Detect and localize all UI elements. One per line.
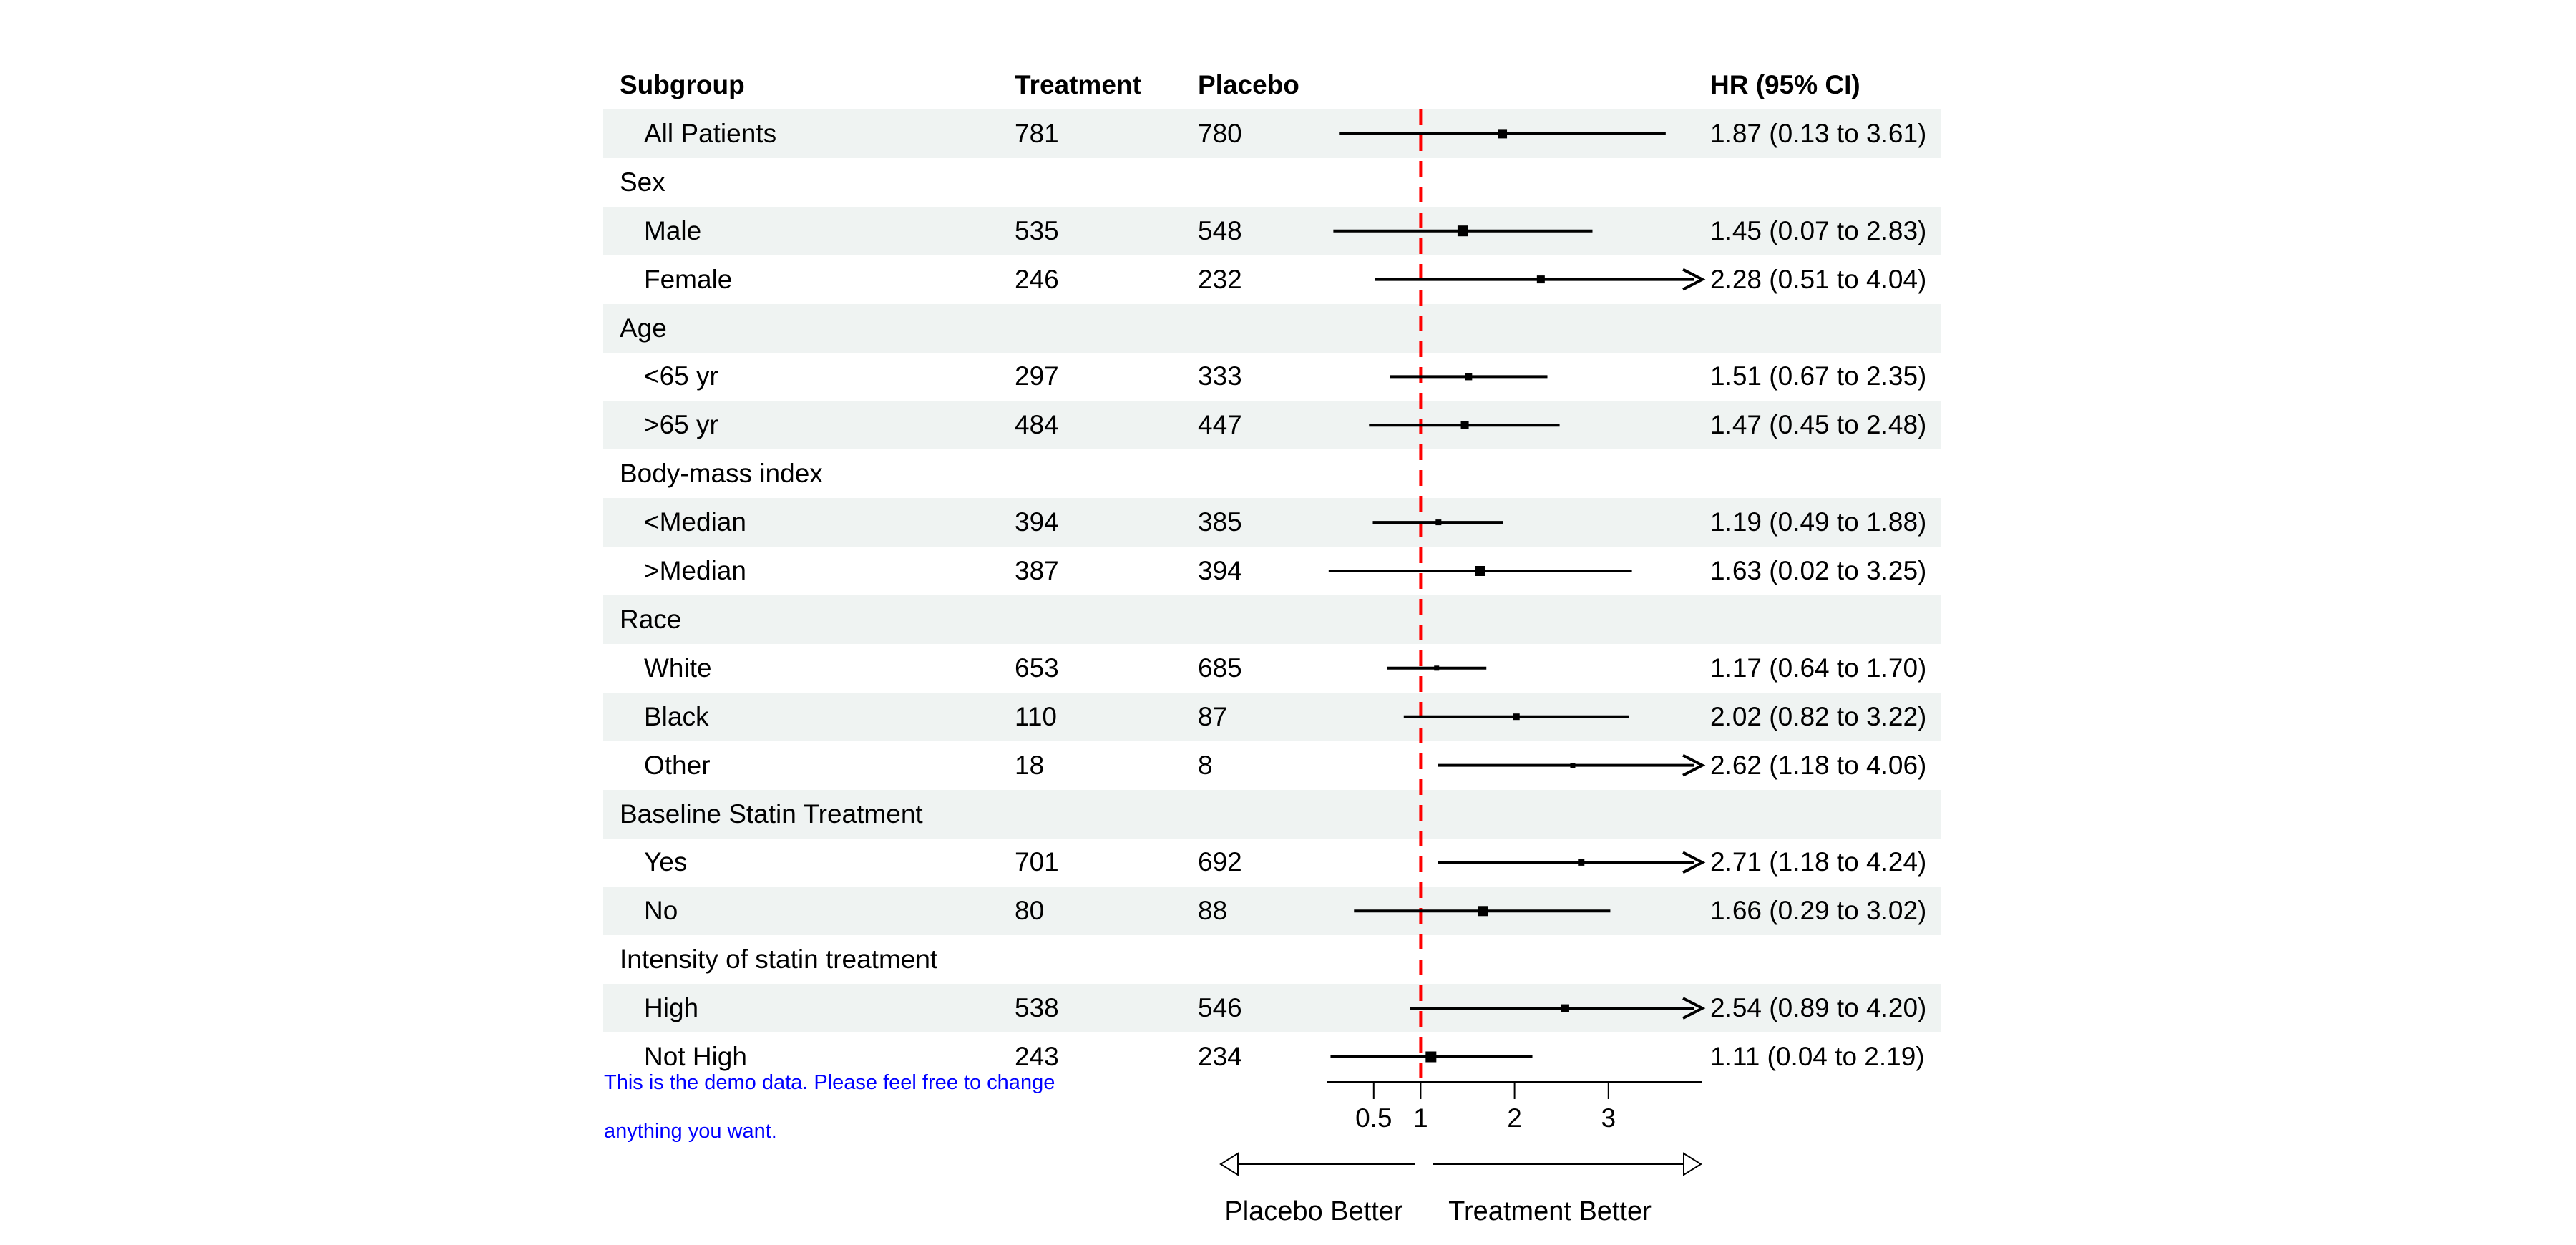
treatment-n: 297 [1015,361,1059,391]
table-row: Male 535 548 1.45 (0.07 to 2.83) [603,206,1941,255]
subgroup-label: <Median [644,507,746,537]
column-header-placebo: Placebo [1198,70,1299,99]
subgroup-label: Female [644,264,733,294]
subgroup-label: <65 yr [644,361,718,391]
placebo-n: 780 [1198,118,1242,148]
placebo-n: 232 [1198,264,1242,294]
treatment-n: 535 [1015,215,1059,245]
treatment-n: 653 [1015,653,1059,683]
hr-ci-text: 1.11 (0.04 to 2.19) [1710,1042,1925,1071]
section-row: Age [603,303,1941,353]
hr-ci-text: 1.66 (0.29 to 3.02) [1710,896,1927,926]
placebo-n: 333 [1198,361,1242,391]
hr-ci-text: 2.71 (1.18 to 4.24) [1710,847,1927,877]
column-header-subgroup: Subgroup [620,70,745,99]
treatment-n: 18 [1015,750,1045,780]
subgroup-label: >65 yr [644,410,718,440]
treatment-n: 246 [1015,264,1059,294]
treatment-n: 387 [1015,556,1059,585]
hr-ci-text: 1.45 (0.07 to 2.83) [1710,215,1927,245]
column-header-hr: HR (95% CI) [1710,70,1860,99]
note-line-2: anything you want. [604,1120,777,1143]
placebo-n: 87 [1198,701,1228,731]
placebo-n: 685 [1198,653,1242,683]
table-row: Yes 701 692 2.71 (1.18 to 4.24) [603,838,1941,887]
table-row: No 80 88 1.66 (0.29 to 3.02) [603,887,1941,936]
subgroup-label: Male [644,215,702,245]
treatment-n: 243 [1015,1042,1059,1071]
treatment-n: 394 [1015,507,1059,537]
placebo-n: 88 [1198,896,1228,926]
treatment-better-label: Treatment Better [1448,1196,1652,1226]
table-row: <65 yr 297 333 1.51 (0.67 to 2.35) [603,352,1941,401]
subgroup-label: Black [644,701,709,731]
section-row: Intensity of statin treatment [603,935,1941,984]
table-row: Other 18 8 2.62 (1.18 to 4.06) [603,741,1941,790]
treatment-n: 538 [1015,993,1059,1023]
section-row: Race [603,595,1941,644]
hr-ci-text: 1.19 (0.49 to 1.88) [1710,507,1927,537]
hr-ci-text: 2.28 (0.51 to 4.04) [1710,264,1927,294]
subgroup-label: >Median [644,556,746,585]
hr-ci-text: 2.54 (0.89 to 4.20) [1710,993,1927,1023]
subgroup-label: High [644,993,699,1023]
treatment-n: 781 [1015,118,1059,148]
table-row: Female 246 232 2.28 (0.51 to 4.04) [603,255,1941,304]
placebo-n: 546 [1198,993,1242,1023]
placebo-n: 692 [1198,847,1242,877]
subgroup-label: Yes [644,847,688,877]
x-axis-tick-label: 0.5 [1355,1103,1392,1133]
hr-ci-text: 1.47 (0.45 to 2.48) [1710,410,1927,440]
section-row: Sex [603,158,1941,207]
treatment-n: 701 [1015,847,1059,877]
hr-ci-text: 1.87 (0.13 to 3.61) [1710,118,1927,148]
subgroup-section-label: Race [620,604,682,634]
subgroup-label: No [644,896,678,926]
table-header-row: Subgroup Treatment Placebo HR (95% CI) [603,61,1941,109]
table-row: <Median 394 385 1.19 (0.49 to 1.88) [603,498,1941,547]
hr-ci-text: 1.17 (0.64 to 1.70) [1710,653,1927,683]
treatment-n: 80 [1015,896,1045,926]
hr-ci-text: 1.51 (0.67 to 2.35) [1710,361,1927,391]
subgroup-label: Other [644,750,711,780]
table-row: White 653 685 1.17 (0.64 to 1.70) [603,644,1941,693]
placebo-n: 548 [1198,215,1242,245]
right-arrowhead-icon [1683,1152,1702,1176]
column-header-treatment: Treatment [1015,70,1141,99]
hr-ci-text: 2.62 (1.18 to 4.06) [1710,750,1927,780]
left-arrowhead-icon [1219,1152,1239,1176]
table-row: Not High 243 234 1.11 (0.04 to 2.19) [603,1032,1941,1081]
section-row: Baseline Statin Treatment [603,789,1941,839]
hr-ci-text: 1.63 (0.02 to 3.25) [1710,556,1927,585]
placebo-n: 8 [1198,750,1213,780]
placebo-n: 394 [1198,556,1242,585]
subgroup-section-label: Baseline Statin Treatment [620,799,923,829]
x-axis-tick-label: 1 [1413,1103,1428,1133]
table-row: High 538 546 2.54 (0.89 to 4.20) [603,984,1941,1033]
hr-ci-text: 2.02 (0.82 to 3.22) [1710,701,1927,731]
subgroup-section-label: Intensity of statin treatment [620,944,938,975]
table-row: >Median 387 394 1.63 (0.02 to 3.25) [603,547,1941,595]
placebo-better-label: Placebo Better [1224,1196,1403,1226]
note-line-1: This is the demo data. Please feel free … [604,1071,1055,1094]
subgroup-label: All Patients [644,118,777,148]
subgroup-section-label: Body-mass index [620,459,823,489]
subgroup-section-label: Age [620,313,667,343]
placebo-n: 385 [1198,507,1242,537]
placebo-n: 234 [1198,1042,1242,1071]
table-row: Black 110 87 2.02 (0.82 to 3.22) [603,692,1941,741]
subgroup-label: Not High [644,1042,747,1071]
subgroup-label: White [644,653,712,683]
table-row: >65 yr 484 447 1.47 (0.45 to 2.48) [603,401,1941,450]
table-row: All Patients 781 780 1.87 (0.13 to 3.61) [603,109,1941,158]
placebo-n: 447 [1198,410,1242,440]
treatment-n: 484 [1015,410,1059,440]
treatment-n: 110 [1015,701,1057,731]
section-row: Body-mass index [603,449,1941,498]
subgroup-section-label: Sex [620,167,665,197]
x-axis-tick-label: 3 [1601,1103,1616,1133]
x-axis-tick-label: 2 [1507,1103,1522,1133]
